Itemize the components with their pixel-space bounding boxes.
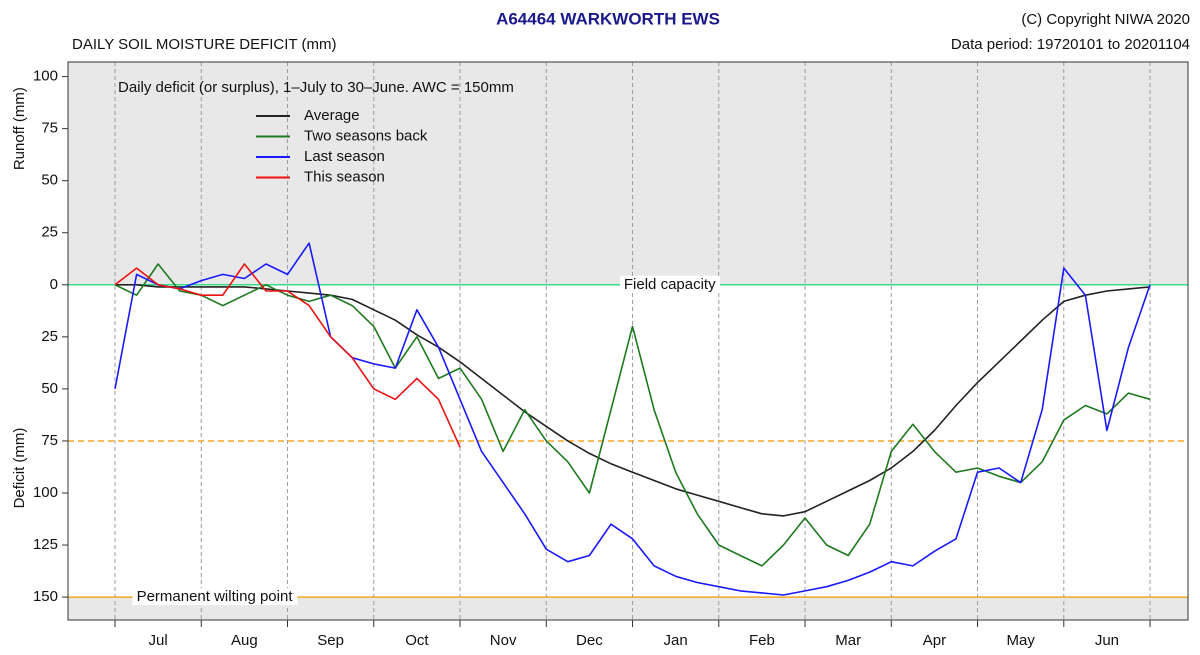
series-line [114, 263, 1151, 567]
reference-label: Permanent wilting point [137, 588, 294, 605]
x-tick-label: May [1006, 632, 1035, 649]
legend-label: Two seasons back [304, 127, 428, 144]
y-tick-label: 25 [41, 224, 58, 241]
y-tick-label: 75 [41, 120, 58, 137]
chart-subtitle: DAILY SOIL MOISTURE DEFICIT (mm) [72, 36, 336, 53]
x-tick-label: Nov [490, 632, 517, 649]
chart-title: A64464 WARKWORTH EWS [496, 9, 720, 28]
wilting-shade [68, 597, 1188, 620]
x-tick-label: Apr [923, 632, 946, 649]
x-tick-label: Feb [749, 632, 775, 649]
y-tick-label: 100 [33, 68, 58, 85]
copyright: (C) Copyright NIWA 2020 [1021, 11, 1190, 28]
y-tick-label: 50 [41, 380, 58, 397]
x-tick-label: Dec [576, 632, 603, 649]
y-tick-label: 150 [33, 588, 58, 605]
reference-label: Field capacity [624, 276, 716, 293]
x-tick-label: Oct [405, 632, 429, 649]
series-line [114, 242, 1151, 596]
y-tick-label: 125 [33, 536, 58, 553]
x-tick-label: Sep [317, 632, 344, 649]
x-tick-label: Jun [1095, 632, 1119, 649]
x-tick-label: Mar [835, 632, 861, 649]
y-tick-label: 75 [41, 432, 58, 449]
y-tick-label: 100 [33, 484, 58, 501]
x-tick-label: Jan [664, 632, 688, 649]
legend-label: Average [304, 107, 360, 124]
legend-label: This season [304, 168, 385, 185]
y-axis-title-top: Runoff (mm) [11, 87, 28, 170]
legend-label: Last season [304, 148, 385, 165]
surplus-shade [68, 62, 1188, 285]
reference-label-bg [619, 275, 721, 293]
series-line [114, 263, 461, 448]
y-tick-label: 25 [41, 328, 58, 345]
data-period: Data period: 19720101 to 20201104 [951, 36, 1190, 53]
x-tick-label: Jul [149, 632, 168, 649]
y-tick-label: 50 [41, 172, 58, 189]
x-tick-label: Aug [231, 632, 258, 649]
y-tick-label: 0 [50, 276, 58, 293]
y-axis-title-bottom: Deficit (mm) [11, 428, 28, 509]
reference-label-bg [132, 588, 298, 606]
plot-frame [67, 61, 1189, 621]
annotation: Daily deficit (or surplus), 1–July to 30… [118, 79, 514, 96]
